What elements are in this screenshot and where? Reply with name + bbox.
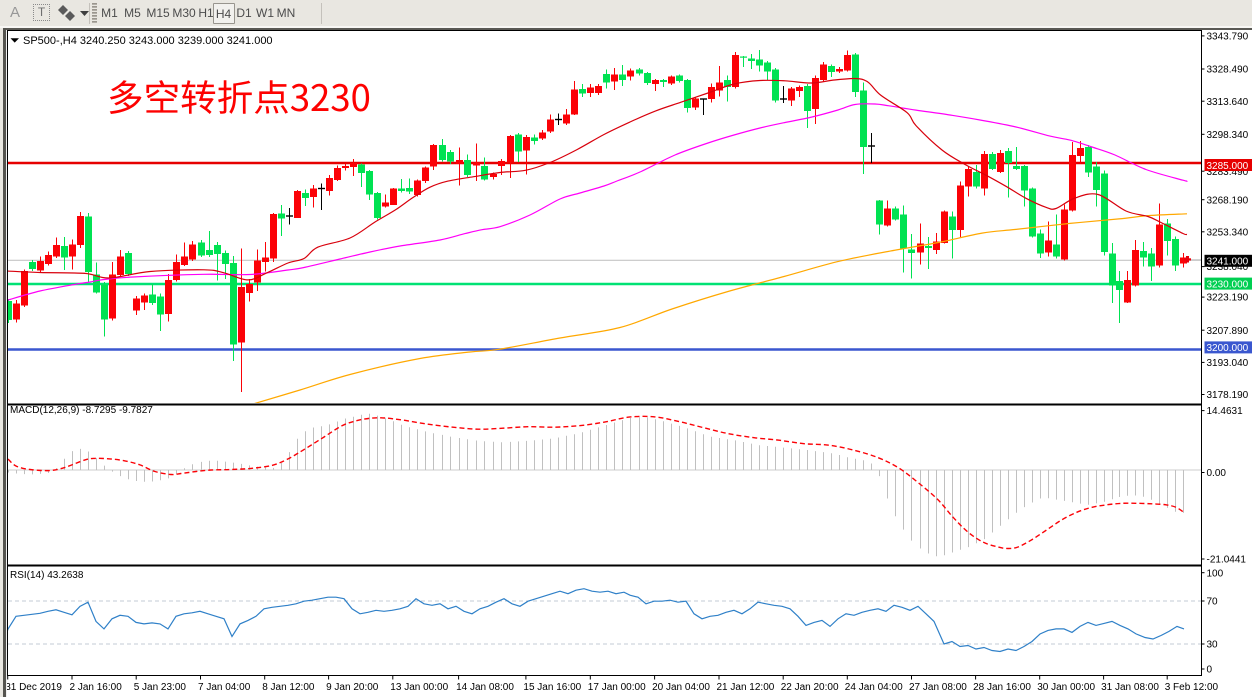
svg-text:3283.490: 3283.490 xyxy=(1207,167,1249,178)
svg-text:0: 0 xyxy=(1207,665,1213,676)
svg-text:3223.190: 3223.190 xyxy=(1207,293,1249,304)
svg-text:0.00: 0.00 xyxy=(1207,468,1227,479)
svg-text:RSI(14) 43.2638: RSI(14) 43.2638 xyxy=(10,570,84,581)
svg-text:3207.890: 3207.890 xyxy=(1207,326,1249,337)
svg-text:7 Jan 04:00: 7 Jan 04:00 xyxy=(198,682,251,693)
svg-text:3238.040: 3238.040 xyxy=(1207,262,1249,273)
svg-text:14.4631: 14.4631 xyxy=(1207,406,1244,417)
svg-text:3313.640: 3313.640 xyxy=(1207,97,1249,108)
svg-text:MACD(12,26,9) -8.7295 -9.7827: MACD(12,26,9) -8.7295 -9.7827 xyxy=(10,405,153,416)
svg-text:14 Jan 08:00: 14 Jan 08:00 xyxy=(456,682,514,693)
svg-text:SP500-,H4 3240.250 3243.000 3: SP500-,H4 3240.250 3243.000 3239.000 324… xyxy=(23,35,273,47)
svg-text:9 Jan 20:00: 9 Jan 20:00 xyxy=(326,682,379,693)
svg-text:2 Jan 16:00: 2 Jan 16:00 xyxy=(70,682,123,693)
svg-text:8 Jan 12:00: 8 Jan 12:00 xyxy=(262,682,315,693)
svg-text:21 Jan 12:00: 21 Jan 12:00 xyxy=(717,682,775,693)
svg-text:3328.490: 3328.490 xyxy=(1207,65,1249,76)
svg-text:3 Feb 12:00: 3 Feb 12:00 xyxy=(1165,682,1219,693)
svg-text:17 Jan 00:00: 17 Jan 00:00 xyxy=(588,682,646,693)
svg-text:30 Jan 00:00: 30 Jan 00:00 xyxy=(1037,682,1095,693)
svg-text:100: 100 xyxy=(1207,568,1224,579)
svg-text:30: 30 xyxy=(1207,640,1219,651)
svg-text:28 Jan 16:00: 28 Jan 16:00 xyxy=(973,682,1031,693)
svg-text:31 Jan 08:00: 31 Jan 08:00 xyxy=(1101,682,1159,693)
svg-text:22 Jan 20:00: 22 Jan 20:00 xyxy=(781,682,839,693)
svg-text:31 Dec 2019: 31 Dec 2019 xyxy=(5,682,62,693)
svg-text:3298.340: 3298.340 xyxy=(1207,130,1249,141)
svg-text:15 Jan 16:00: 15 Jan 16:00 xyxy=(523,682,581,693)
svg-text:20 Jan 04:00: 20 Jan 04:00 xyxy=(652,682,710,693)
svg-text:-21.0441: -21.0441 xyxy=(1207,555,1247,566)
svg-text:3241.000: 3241.000 xyxy=(1207,257,1249,268)
svg-text:3343.790: 3343.790 xyxy=(1207,32,1249,43)
svg-text:3285.000: 3285.000 xyxy=(1207,161,1249,172)
svg-text:3230.000: 3230.000 xyxy=(1207,279,1249,290)
svg-text:13 Jan 00:00: 13 Jan 00:00 xyxy=(390,682,448,693)
svg-text:70: 70 xyxy=(1207,597,1219,608)
svg-text:5 Jan 23:00: 5 Jan 23:00 xyxy=(134,682,187,693)
svg-text:24 Jan 04:00: 24 Jan 04:00 xyxy=(845,682,903,693)
svg-text:3253.340: 3253.340 xyxy=(1207,227,1249,238)
svg-text:3193.040: 3193.040 xyxy=(1207,358,1249,369)
svg-text:3200.000: 3200.000 xyxy=(1207,343,1249,354)
svg-text:3178.190: 3178.190 xyxy=(1207,390,1249,401)
svg-text:3268.190: 3268.190 xyxy=(1207,195,1249,206)
svg-text:27 Jan 08:00: 27 Jan 08:00 xyxy=(909,682,967,693)
